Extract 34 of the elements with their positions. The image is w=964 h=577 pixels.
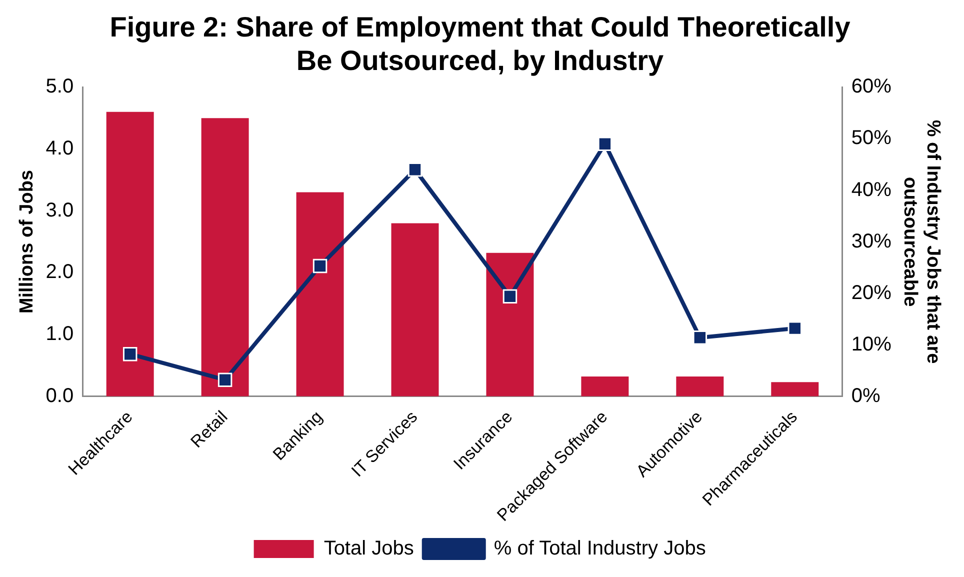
chart-title: Figure 2: Share of Employment that Could Theoretically Be Outsourced, by Industry xyxy=(110,12,851,76)
y-tick-label: 4.0 xyxy=(46,138,74,160)
bar xyxy=(106,112,154,396)
bar xyxy=(771,382,819,396)
bar xyxy=(391,223,439,396)
bar xyxy=(296,192,344,396)
point xyxy=(692,330,708,345)
y-tick-label: 2.0 xyxy=(46,261,74,284)
y2-tick-label: 10% xyxy=(851,333,892,356)
y-tick-label: 0.0 xyxy=(46,384,74,407)
y2-tick-label: 60% xyxy=(851,76,892,98)
y2-tick-label: 40% xyxy=(851,178,892,201)
point xyxy=(312,258,328,274)
bar xyxy=(486,252,534,396)
y2-tick-label: 0% xyxy=(851,384,880,407)
point xyxy=(218,372,232,387)
y-tick-label: 5.0 xyxy=(46,76,74,98)
y2-tick-label: 20% xyxy=(851,282,892,304)
point xyxy=(122,346,138,362)
y-tick-label: 1.0 xyxy=(46,323,74,346)
y-axis-title: Millions of Jobs xyxy=(16,170,38,314)
y2-tick-label: 50% xyxy=(851,127,892,150)
legend-label: Total Jobs xyxy=(324,538,414,560)
bar xyxy=(201,118,249,396)
legend-label: % of Total Industry Jobs xyxy=(494,538,706,560)
point xyxy=(598,136,612,151)
bar xyxy=(581,376,629,396)
y2-tick-label: 30% xyxy=(851,230,892,252)
point xyxy=(502,289,518,304)
y2-axis-title: % of Industry Jobs that are outsourceable xyxy=(900,120,944,364)
bar xyxy=(676,376,724,396)
y-tick-label: 3.0 xyxy=(46,199,74,222)
point xyxy=(788,321,802,336)
point xyxy=(408,162,422,177)
